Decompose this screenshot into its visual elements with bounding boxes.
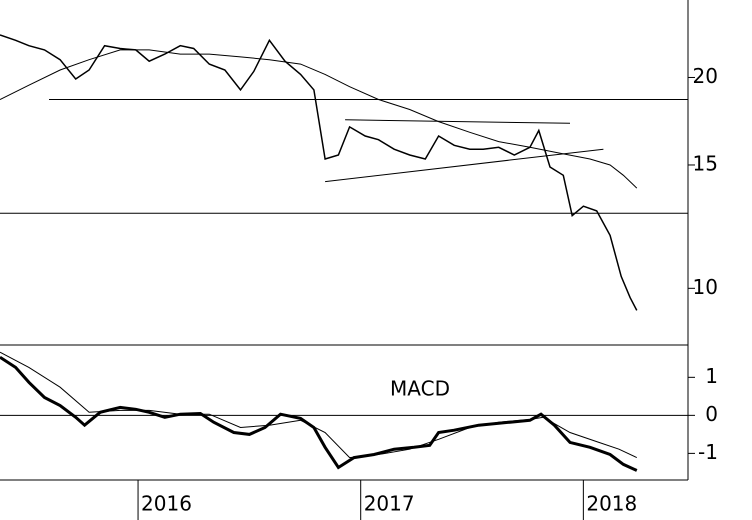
x-tick-label: 2016: [141, 492, 192, 516]
annotation: MACD: [390, 377, 450, 401]
y-tick-label: 15: [693, 151, 718, 175]
y-tick-label: 0: [705, 402, 718, 426]
y-tick-label: -1: [698, 440, 718, 464]
series-line: [0, 355, 638, 472]
y-tick-label: 1: [705, 364, 718, 388]
reference-line: [345, 119, 571, 124]
x-tick-label: 2017: [364, 492, 415, 516]
series-line: [0, 351, 638, 459]
x-tick-label: 2018: [586, 492, 637, 516]
reference-line: [325, 148, 604, 183]
y-tick-label: 20: [693, 64, 718, 88]
series-line: [0, 34, 638, 311]
y-tick-label: 10: [693, 275, 718, 299]
series-line: [0, 49, 638, 189]
